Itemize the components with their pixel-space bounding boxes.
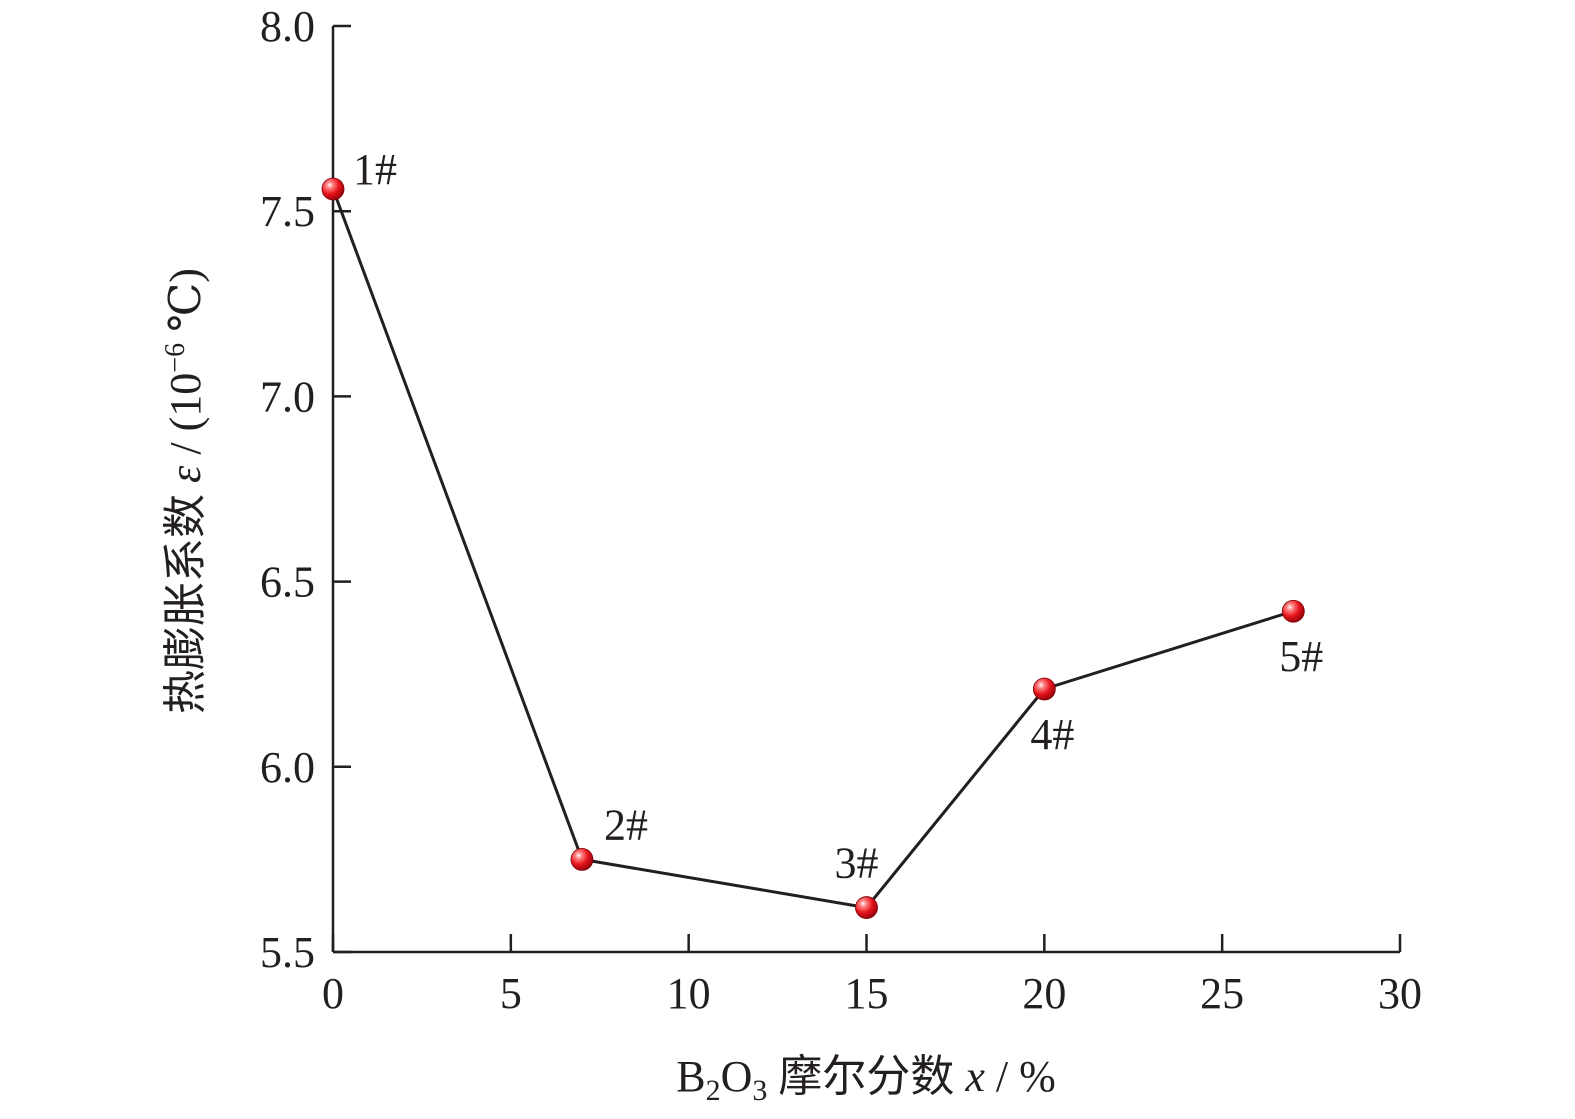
data-point: [1032, 677, 1056, 701]
data-point-label: 3#: [835, 839, 879, 888]
data-point-label: 4#: [1030, 710, 1074, 759]
axes: 0 5 10 15 20 25 30 5.5 6.0 6.5 7.0 7.5 8.0: [260, 2, 1422, 1018]
data-point-label: 5#: [1279, 632, 1323, 681]
x-tick-label: 20: [1022, 969, 1066, 1018]
data-series: [321, 177, 1305, 919]
data-point: [855, 896, 878, 919]
y-tick-label: 5.5: [260, 928, 315, 977]
series-line: [331, 188, 1294, 910]
y-axis-title: 热膨胀系数 ε / (10−6 ℃): [160, 268, 210, 714]
data-point: [321, 177, 345, 201]
data-point-label: 1#: [353, 145, 397, 194]
data-point: [1281, 599, 1305, 623]
y-tick-label: 6.5: [260, 558, 315, 607]
x-tick-label: 5: [500, 969, 522, 1018]
x-axis-title: B2O3 摩尔分数 x / %: [676, 1052, 1056, 1107]
y-tick-label: 7.0: [260, 372, 315, 421]
data-point-label: 2#: [604, 800, 648, 849]
x-tick-label: 0: [322, 969, 344, 1018]
y-tick-label: 8.0: [260, 2, 315, 51]
y-tick-label: 7.5: [260, 187, 315, 236]
data-point: [570, 848, 594, 871]
x-tick-label: 30: [1378, 969, 1422, 1018]
x-tick-label: 15: [845, 969, 889, 1018]
x-tick-label: 10: [667, 969, 711, 1018]
point-labels: 1# 2# 3# 4# 5#: [353, 145, 1323, 888]
y-tick-label: 6.0: [260, 743, 315, 792]
x-tick-label: 25: [1200, 969, 1244, 1018]
